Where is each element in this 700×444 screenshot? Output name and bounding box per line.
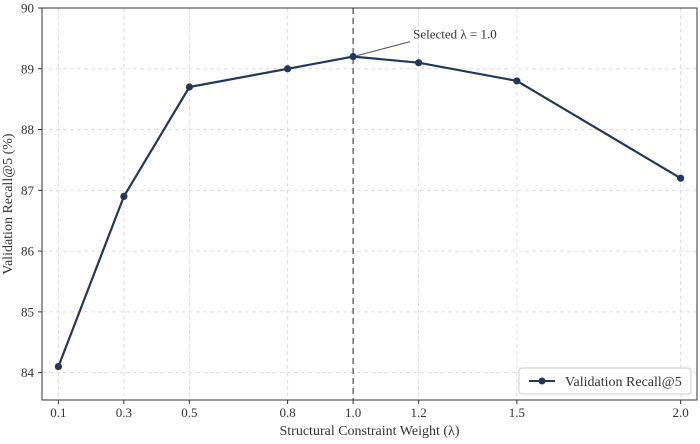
series-layer	[54, 53, 685, 371]
data-point	[185, 83, 193, 91]
x-tick-label: 0.5	[181, 405, 197, 420]
grid	[42, 7, 697, 400]
data-point	[349, 53, 357, 61]
x-tick-label: 1.2	[411, 405, 427, 420]
legend-point-marker	[538, 377, 546, 385]
data-point	[677, 174, 685, 182]
y-tick-label: 87	[21, 183, 35, 198]
annotation-arrow	[356, 41, 411, 57]
data-point	[284, 65, 292, 73]
data-point	[120, 192, 128, 201]
data-point	[415, 59, 423, 67]
legend-label: Validation Recall@5	[565, 375, 682, 390]
y-tick-label: 89	[21, 61, 34, 76]
x-tick-label: 1.5	[509, 405, 525, 420]
x-tick-label: 0.3	[116, 405, 132, 420]
x-tick-label: 0.8	[280, 405, 296, 420]
y-tick-label: 90	[21, 1, 34, 16]
x-axis-label: Structural Constraint Weight (λ)	[280, 424, 460, 439]
series-line-validation-recall	[57, 55, 682, 367]
data-point	[513, 77, 521, 85]
y-tick-label: 86	[21, 244, 35, 259]
axes	[38, 7, 698, 404]
tick-labels: 84 85 86 87 88 89 90 0.1 0.3 0.5 0.8 1.0 1.2 1.5 2.0	[21, 1, 689, 421]
y-tick-label: 85	[21, 304, 34, 319]
data-point	[54, 362, 62, 371]
x-tick-label: 2.0	[673, 405, 689, 420]
annotation: Selected λ = 1.0	[356, 27, 497, 57]
y-tick-label: 84	[21, 365, 35, 380]
y-axis-label: Validation Recall@5 (%)	[1, 133, 16, 275]
x-tick-label: 1.0	[345, 405, 361, 420]
plot-frame	[41, 7, 698, 401]
x-tick-label: 0.1	[50, 405, 66, 420]
annotation-label: Selected λ = 1.0	[413, 27, 497, 42]
legend: Validation Recall@5	[518, 367, 692, 395]
legend-box	[518, 367, 692, 395]
y-tick-label: 88	[21, 122, 34, 137]
